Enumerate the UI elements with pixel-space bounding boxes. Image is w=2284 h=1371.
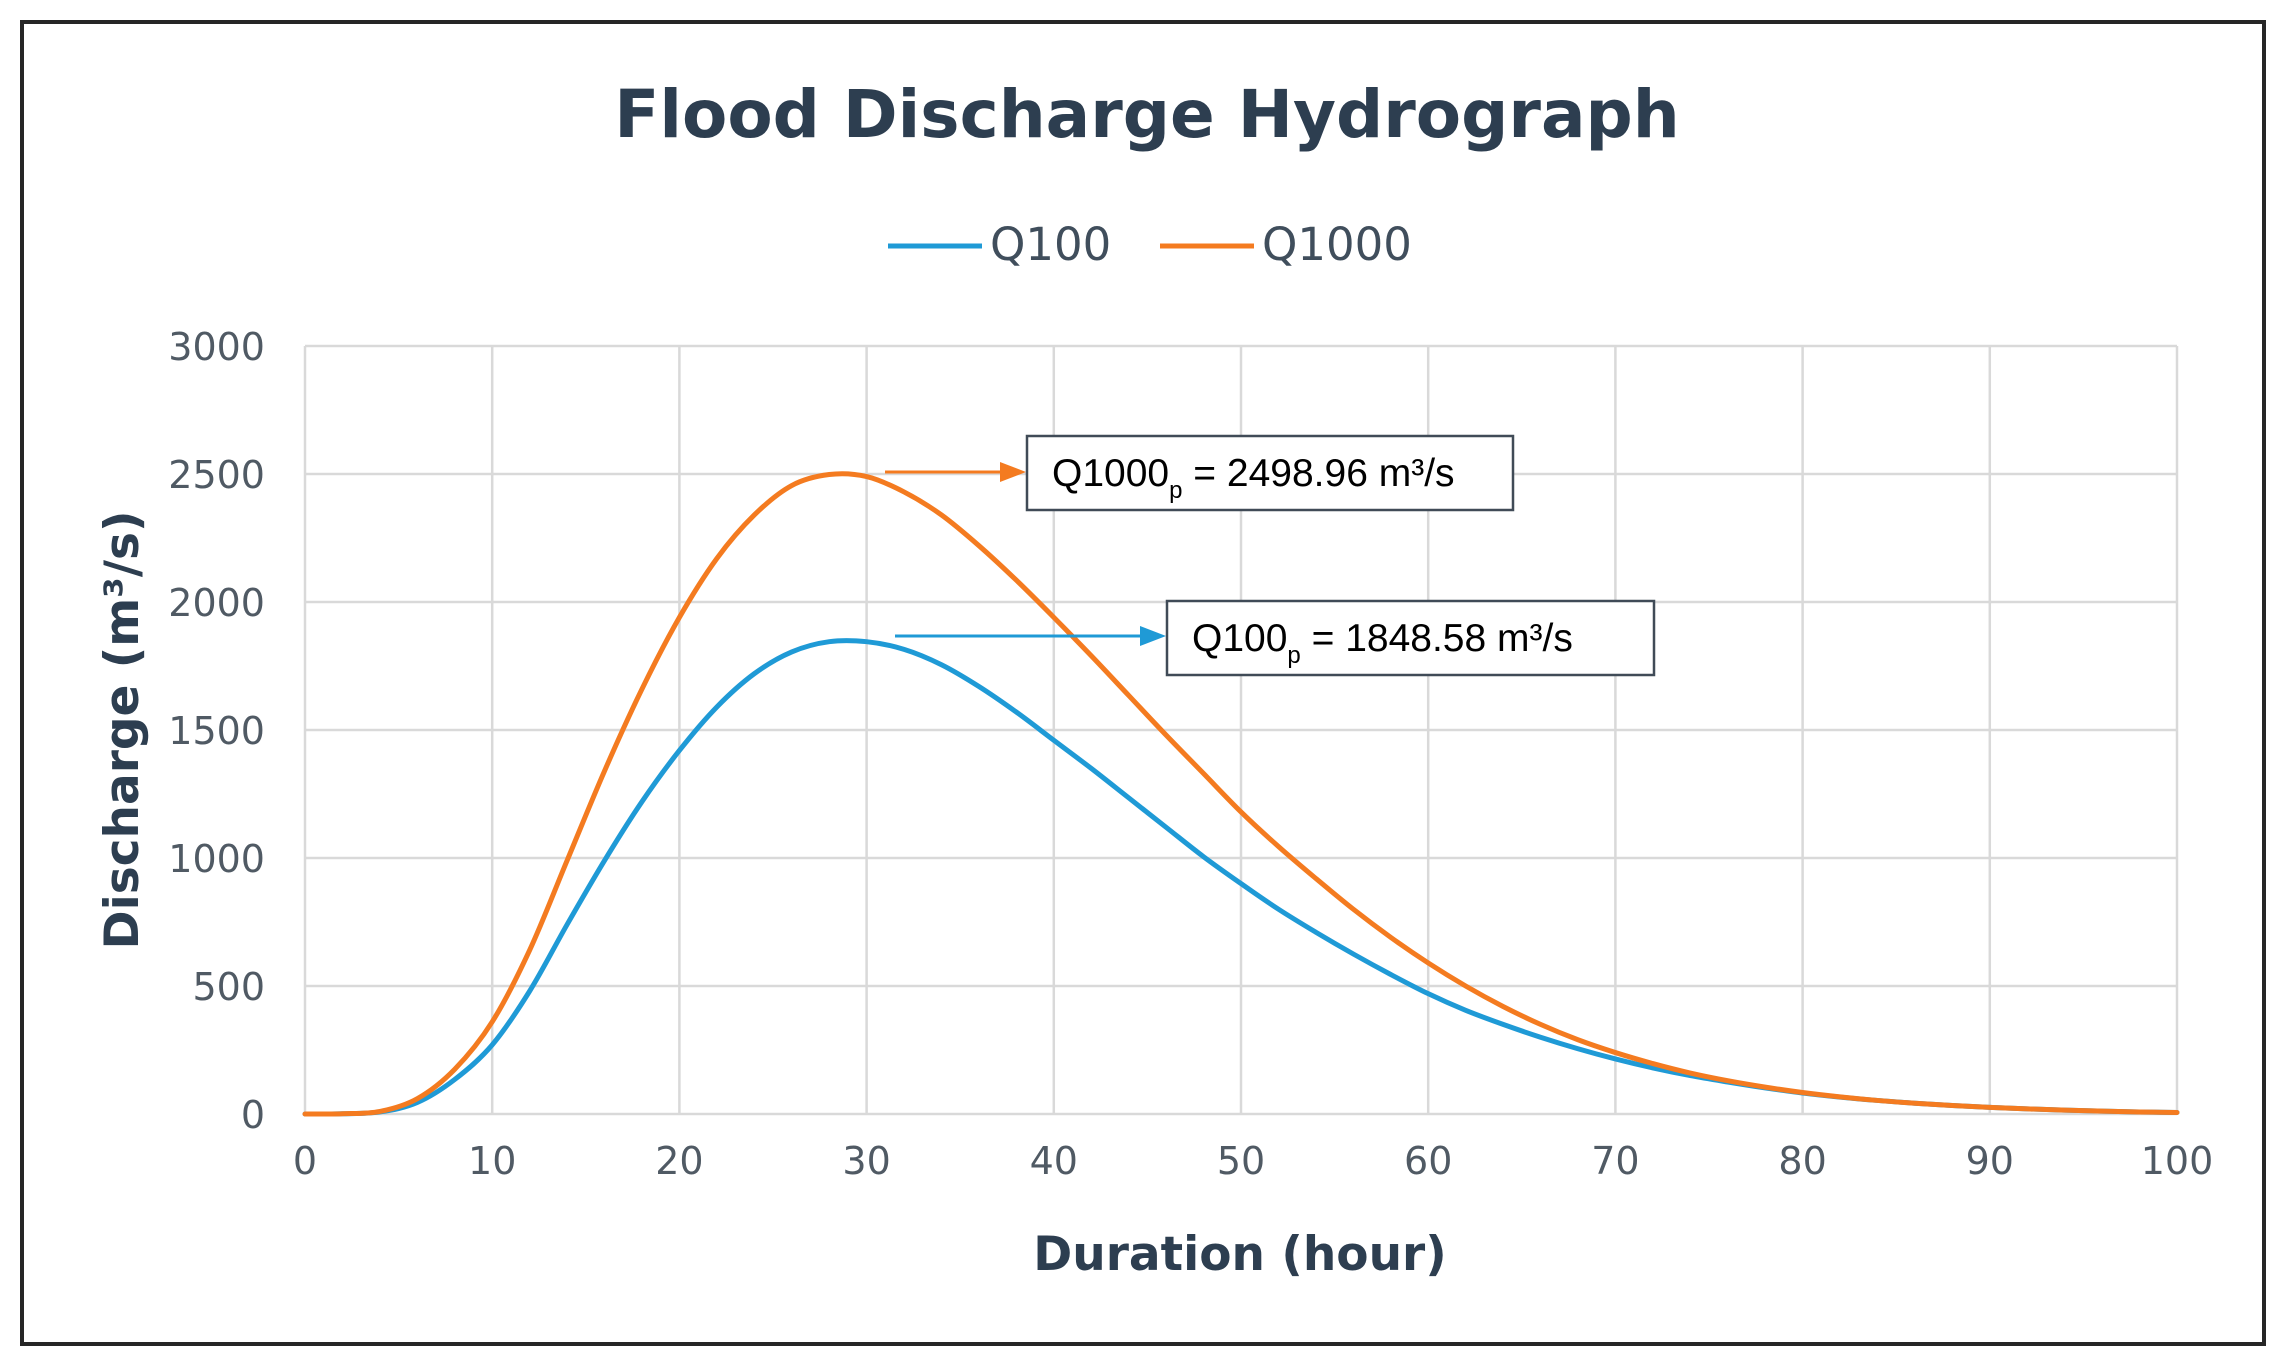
series-line-q1000 [302,471,2180,1117]
annotation-label-q1000: Q1000p = 2498.96 m³/s [1052,452,1455,504]
annotation-arrowhead-q100 [1140,626,1166,646]
annotation-main-q100: Q100 [1192,617,1287,660]
x-tick-label-0: 0 [293,1139,317,1183]
x-tick-label-60: 60 [1404,1139,1452,1183]
x-tick-label-20: 20 [655,1139,703,1183]
x-axis-title: Duration (hour) [1033,1227,1446,1282]
annotation-value-q1000: = 2498.96 m³/s [1182,452,1454,495]
y-tick-label-2500: 2500 [168,453,265,497]
annotation-q100: Q100p = 1848.58 m³/s [895,599,1656,677]
y-tick-label-1500: 1500 [168,709,265,753]
x-tick-label-100: 100 [2141,1139,2214,1183]
annotation-main-q1000: Q1000 [1052,452,1169,495]
annotation-box-q1000 [1025,434,1515,512]
x-tick-label-30: 30 [842,1139,890,1183]
annotation-q1000: Q1000p = 2498.96 m³/s [885,434,1515,512]
x-tick-label-50: 50 [1217,1139,1265,1183]
y-tick-label-500: 500 [192,965,265,1009]
x-tick-label-70: 70 [1591,1139,1639,1183]
legend-label-q100: Q100 [990,218,1111,271]
tick-layer: 0 10 20 30 40 50 60 70 80 90 100050010001500200025… [168,325,2213,1183]
annotation-sub-q100: p [1287,642,1300,669]
chart-title: Flood Discharge Hydrograph [614,76,1679,153]
x-tick-label-40: 40 [1030,1139,1078,1183]
annotation-label-q100: Q100p = 1848.58 m³/s [1192,617,1573,669]
legend-label-q1000: Q1000 [1262,218,1412,271]
annotation-sub-q1000: p [1169,477,1182,504]
x-tick-label-80: 80 [1778,1139,1826,1183]
y-tick-label-0: 0 [241,1093,265,1137]
legend: Q100 Q1000 [888,218,1412,271]
annotation-arrowhead-q1000 [1000,462,1026,482]
x-tick-label-10: 10 [468,1139,516,1183]
y-tick-label-1000: 1000 [168,837,265,881]
chart-frame [20,20,2266,1346]
series-layer [302,471,2180,1117]
y-tick-label-2000: 2000 [168,581,265,625]
y-tick-label-3000: 3000 [168,325,265,369]
y-axis-title: Discharge (m³/s) [95,511,150,950]
x-tick-label-90: 90 [1966,1139,2014,1183]
annotation-value-q100: = 1848.58 m³/s [1301,617,1573,660]
annotation-box-q100 [1165,599,1656,677]
